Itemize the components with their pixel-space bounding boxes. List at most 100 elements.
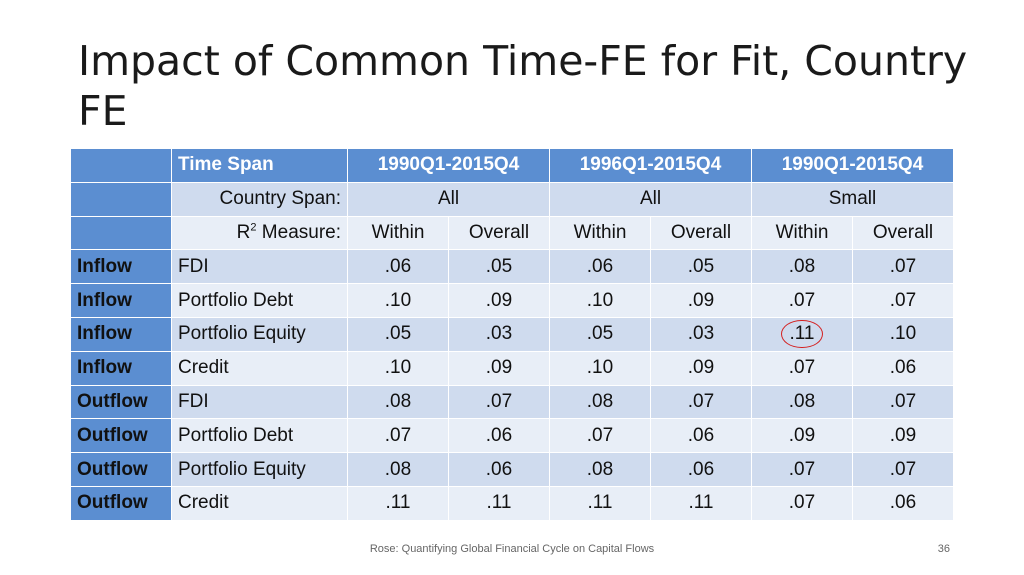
- flow-type: Credit: [171, 485, 348, 521]
- value-cell: .11: [549, 485, 651, 521]
- table-header-row: Time Span 1990Q1-2015Q4 1996Q1-2015Q4 19…: [70, 148, 954, 183]
- value-cell: .11: [650, 485, 752, 521]
- flow-direction: Outflow: [70, 384, 172, 420]
- country-span-value: All: [549, 181, 752, 217]
- value-cell: .07: [751, 452, 853, 487]
- header-span-3: 1990Q1-2015Q4: [751, 148, 954, 183]
- value-cell: .10: [549, 350, 651, 386]
- table-row: Inflow FDI .06 .05 .06 .05 .08 .07: [70, 249, 954, 285]
- value-cell: .09: [852, 418, 954, 454]
- r2-measure-value: Within: [549, 215, 651, 251]
- value-cell: .07: [751, 350, 853, 386]
- value-cell: .07: [852, 283, 954, 318]
- r2-measure-row: R2 Measure: Within Overall Within Overal…: [70, 215, 954, 251]
- value-cell: .10: [347, 350, 449, 386]
- flow-direction: Outflow: [70, 418, 172, 454]
- header-cell-blank: [70, 148, 172, 183]
- value-cell: .09: [448, 283, 550, 318]
- value-cell: .07: [650, 384, 752, 420]
- value-cell: .08: [751, 249, 853, 285]
- country-span-row: Country Span: All All Small: [70, 181, 954, 217]
- value-cell: .06: [650, 418, 752, 454]
- flow-direction: Inflow: [70, 249, 172, 285]
- slide-title: Impact of Common Time-FE for Fit, Countr…: [78, 37, 968, 135]
- flow-direction: Outflow: [70, 452, 172, 487]
- value-cell: .09: [448, 350, 550, 386]
- value-cell: .07: [347, 418, 449, 454]
- row-label-blank: [70, 181, 172, 217]
- value-cell: .05: [347, 316, 449, 352]
- r2-measure-value: Within: [751, 215, 853, 251]
- r2-measure-label: R2 Measure:: [171, 215, 348, 251]
- value-cell: .05: [549, 316, 651, 352]
- value-cell: .08: [549, 452, 651, 487]
- flow-type: Portfolio Debt: [171, 418, 348, 454]
- table-row: Inflow Portfolio Debt .10 .09 .10 .09 .0…: [70, 283, 954, 318]
- flow-type: Portfolio Equity: [171, 316, 348, 352]
- value-cell: .11: [448, 485, 550, 521]
- header-time-span: Time Span: [171, 148, 348, 183]
- table-row: Outflow Portfolio Debt .07 .06 .07 .06 .…: [70, 418, 954, 454]
- value-cell: .07: [448, 384, 550, 420]
- r2-label-sup: 2: [250, 221, 257, 234]
- results-table: Time Span 1990Q1-2015Q4 1996Q1-2015Q4 19…: [70, 148, 954, 521]
- value-cell: .09: [650, 350, 752, 386]
- r2-measure-value: Overall: [852, 215, 954, 251]
- slide-footer: Rose: Quantifying Global Financial Cycle…: [369, 543, 655, 555]
- value-cell: .10: [852, 316, 954, 352]
- value-cell: .05: [448, 249, 550, 285]
- flow-direction: Outflow: [70, 485, 172, 521]
- flow-direction: Inflow: [70, 350, 172, 386]
- flow-type: FDI: [171, 249, 348, 285]
- value-cell: .08: [751, 384, 853, 420]
- r2-label-base: R: [236, 221, 251, 243]
- value-cell: .07: [852, 384, 954, 420]
- value-cell: .06: [448, 452, 550, 487]
- value-cell: .08: [347, 452, 449, 487]
- value-cell: .06: [852, 485, 954, 521]
- value-cell: .11: [347, 485, 449, 521]
- value-cell: .09: [751, 418, 853, 454]
- value-cell: .03: [650, 316, 752, 352]
- r2-measure-value: Overall: [650, 215, 752, 251]
- value-cell: .10: [347, 283, 449, 318]
- table-row: Outflow FDI .08 .07 .08 .07 .08 .07: [70, 384, 954, 420]
- page-number: 36: [937, 543, 950, 555]
- value-cell: .06: [448, 418, 550, 454]
- red-circle-highlight: .11: [781, 320, 823, 349]
- value-cell: .06: [549, 249, 651, 285]
- country-span-value: All: [347, 181, 550, 217]
- flow-direction: Inflow: [70, 283, 172, 318]
- r2-measure-value: Within: [347, 215, 449, 251]
- value-cell: .10: [549, 283, 651, 318]
- r2-measure-value: Overall: [448, 215, 550, 251]
- value-cell: .05: [650, 249, 752, 285]
- header-span-1: 1990Q1-2015Q4: [347, 148, 550, 183]
- value-cell: .06: [852, 350, 954, 386]
- value-cell: .06: [650, 452, 752, 487]
- country-span-label: Country Span:: [171, 181, 348, 217]
- flow-direction: Inflow: [70, 316, 172, 352]
- value-cell: .03: [448, 316, 550, 352]
- value-cell: .07: [549, 418, 651, 454]
- country-span-value: Small: [751, 181, 954, 217]
- value-cell-highlighted: .11: [751, 316, 853, 352]
- row-label-blank: [70, 215, 172, 251]
- table-row: Outflow Portfolio Equity .08 .06 .08 .06…: [70, 452, 954, 487]
- value-cell: .08: [347, 384, 449, 420]
- table-row: Inflow Credit .10 .09 .10 .09 .07 .06: [70, 350, 954, 386]
- value-cell: .08: [549, 384, 651, 420]
- r2-label-rest: Measure:: [256, 221, 341, 243]
- value-cell: .07: [751, 283, 853, 318]
- value-cell: .07: [751, 485, 853, 521]
- flow-type: Portfolio Debt: [171, 283, 348, 318]
- value-cell: .07: [852, 452, 954, 487]
- value-cell: .06: [347, 249, 449, 285]
- header-span-2: 1996Q1-2015Q4: [549, 148, 752, 183]
- value-cell: .07: [852, 249, 954, 285]
- flow-type: FDI: [171, 384, 348, 420]
- value-cell: .09: [650, 283, 752, 318]
- flow-type: Portfolio Equity: [171, 452, 348, 487]
- table-row: Inflow Portfolio Equity .05 .03 .05 .03 …: [70, 316, 954, 352]
- flow-type: Credit: [171, 350, 348, 386]
